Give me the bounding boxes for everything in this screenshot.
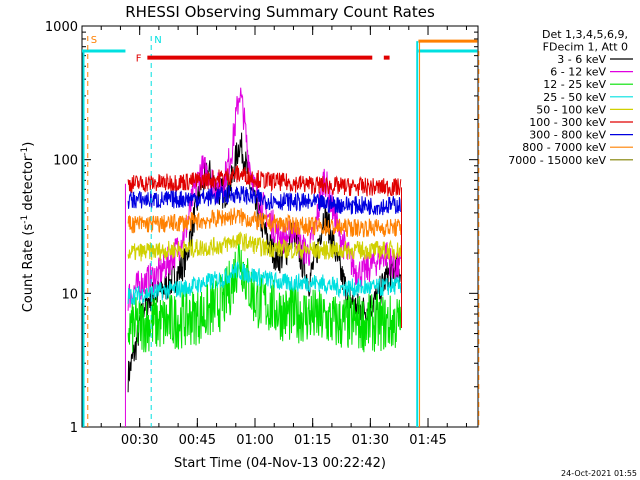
legend-label: 6 - 12 keV: [550, 66, 606, 79]
y-tick-label: 1000: [45, 20, 78, 35]
legend: Det 1,3,4,5,6,9,FDecim 1, Att 03 - 6 keV…: [508, 28, 633, 167]
series-800to7000keV: [127, 207, 402, 238]
y-tick-label: 100: [53, 154, 78, 169]
x-tick-label: 01:00: [236, 433, 273, 448]
series-3to6keV: [127, 132, 402, 393]
flag-label-N: N: [154, 35, 161, 46]
legend-label: 800 - 7000 keV: [522, 141, 606, 154]
y-axis-label-main: Count Rate (s: [21, 224, 36, 313]
legend-label: 25 - 50 keV: [543, 91, 606, 104]
flag-label-S: S: [91, 35, 97, 46]
series-300to800keV: [127, 185, 402, 216]
x-axis-label: Start Time (04-Nov-13 00:22:42): [174, 456, 386, 471]
legend-label: 100 - 300 keV: [529, 116, 606, 129]
series-12to25keV: [127, 243, 402, 353]
series-100to300keV: [127, 165, 402, 197]
footer-date: 24-Oct-2021 01:55: [561, 469, 637, 478]
series-50to100keV: [127, 231, 402, 262]
x-tick-label: 01:30: [352, 433, 389, 448]
series-25to50keV: [127, 261, 402, 305]
legend-label: 300 - 800 keV: [529, 129, 606, 142]
legend-label: 12 - 25 keV: [543, 78, 606, 91]
y-tick-label: 10: [61, 287, 78, 302]
chart-title: RHESSI Observing Summary Count Rates: [125, 3, 435, 21]
y-axis-label-sup1: -1: [20, 215, 30, 224]
flag-label-F: F: [136, 54, 142, 65]
y-axis-label: Count Rate (s-1 detector-1): [20, 142, 36, 313]
plot-area: 1 10 100 1000 00:30 00:45 01:00 01:15 01:30 01:45…: [45, 20, 480, 448]
x-tick-label: 00:45: [179, 433, 216, 448]
legend-header-line: Det 1,3,4,5,6,9,: [542, 28, 628, 41]
x-tick-label: 01:15: [294, 433, 331, 448]
plot-frame: [81, 25, 479, 428]
y-tick-label: 1: [70, 421, 78, 436]
legend-header-line: FDecim 1, Att 0: [543, 41, 628, 54]
legend-label: 50 - 100 keV: [536, 103, 606, 116]
legend-label: 3 - 6 keV: [557, 53, 606, 66]
x-tick-label: 01:45: [409, 433, 446, 448]
y-axis-label-end: ): [21, 142, 36, 147]
y-axis-label-mid: detector: [21, 155, 36, 215]
legend-label: 7000 - 15000 keV: [508, 154, 606, 167]
x-tick-label: 00:30: [121, 433, 158, 448]
y-axis-label-sup2: -1: [20, 147, 30, 156]
